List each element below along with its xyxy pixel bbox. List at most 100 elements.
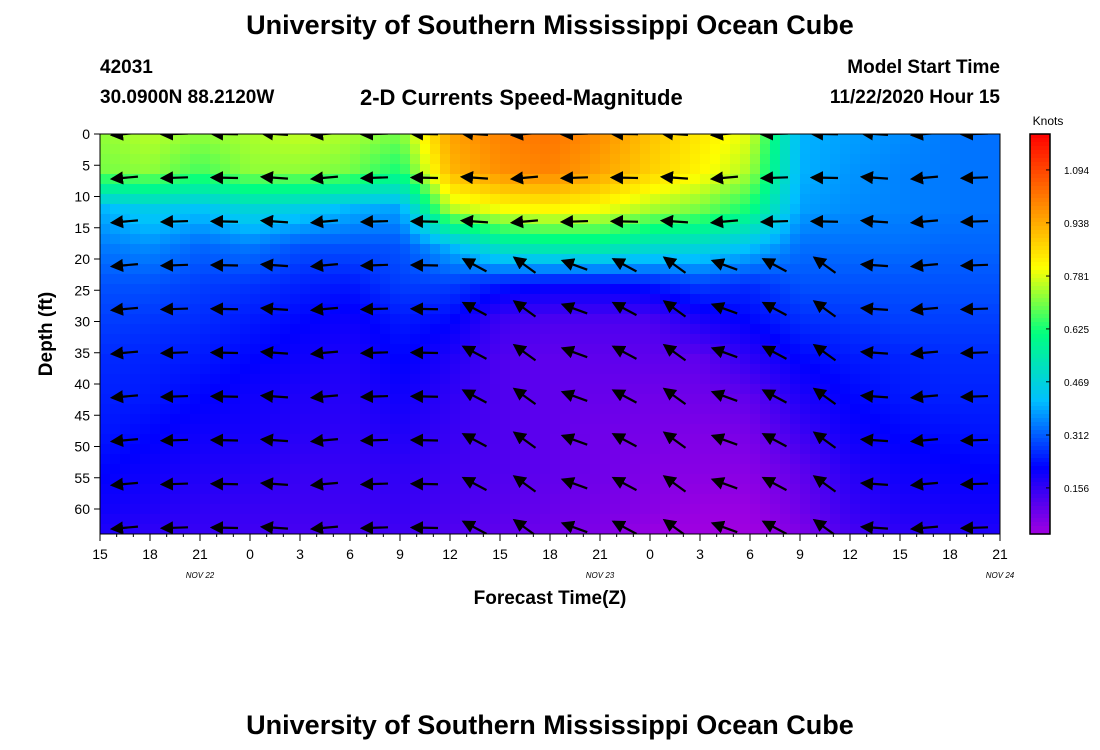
heatmap-cell [710, 364, 721, 375]
heatmap-cell [820, 144, 831, 155]
heatmap-cell [180, 184, 191, 195]
current-vector-arrow [309, 477, 339, 491]
current-vector-arrow [761, 389, 787, 404]
heatmap-cell [600, 304, 611, 315]
heatmap-cell [210, 524, 221, 534]
heatmap-cell [850, 194, 861, 205]
heatmap-cell [840, 284, 851, 295]
heatmap-cell [260, 244, 271, 255]
heatmap-cell [140, 204, 151, 215]
x-tick-label: 9 [796, 546, 804, 562]
heatmap-cell [690, 524, 701, 534]
heatmap-cell [790, 364, 801, 375]
heatmap-cell [940, 454, 951, 465]
heatmap-cell [560, 244, 571, 255]
heatmap-cell [740, 464, 751, 475]
heatmap-cell [730, 304, 741, 315]
colorbar-segment [1030, 322, 1050, 327]
heatmap-cell [880, 344, 891, 355]
heatmap-cell [610, 194, 621, 205]
heatmap-cell [600, 174, 611, 185]
heatmap-cell [990, 254, 1000, 265]
heatmap-cell [820, 374, 831, 385]
heatmap-cell [730, 324, 741, 335]
heatmap-cell [800, 444, 811, 455]
heatmap-cell [440, 244, 451, 255]
heatmap-cell [300, 354, 311, 365]
current-vector-arrow [859, 171, 889, 185]
heatmap-cell [360, 484, 371, 495]
heatmap-cell [810, 394, 821, 405]
heatmap-cell [550, 364, 561, 375]
heatmap-cell [620, 214, 631, 225]
heatmap-cell [950, 364, 961, 375]
heatmap-cell [850, 244, 861, 255]
heatmap-cell [300, 514, 311, 525]
heatmap-cell [360, 164, 371, 175]
heatmap-cell [920, 444, 931, 455]
heatmap-cell [520, 284, 531, 295]
heatmap-cell [300, 424, 311, 435]
heatmap-cell [930, 334, 941, 345]
heatmap-cell [590, 394, 601, 405]
heatmap-cell [750, 304, 761, 315]
heatmap-cell [740, 134, 751, 145]
heatmap-cell [440, 264, 451, 275]
heatmap-cell [150, 404, 161, 415]
heatmap-cell [190, 344, 201, 355]
heatmap-cell [100, 464, 111, 475]
heatmap-cell [980, 234, 991, 245]
heatmap-cell [470, 164, 481, 175]
heatmap-cell [230, 204, 241, 215]
heatmap-cell [250, 444, 261, 455]
heatmap-cell [130, 294, 141, 305]
heatmap-cell [730, 294, 741, 305]
heatmap-cell [390, 234, 401, 245]
heatmap-cell [400, 524, 411, 534]
heatmap-cell [880, 334, 891, 345]
heatmap-cell [380, 284, 391, 295]
heatmap-cell [200, 514, 211, 525]
heatmap-cell [940, 244, 951, 255]
heatmap-cell [690, 164, 701, 175]
heatmap-cell [990, 394, 1000, 405]
heatmap-cell [370, 184, 381, 195]
heatmap-cell [350, 434, 361, 445]
heatmap-cell [590, 524, 601, 534]
heatmap-cell [290, 184, 301, 195]
heatmap-cell [400, 284, 411, 295]
heatmap-cell [200, 464, 211, 475]
heatmap-cell [210, 214, 221, 225]
heatmap-cell [760, 194, 771, 205]
heatmap-cell [770, 334, 781, 345]
heatmap-cell [650, 414, 661, 425]
heatmap-cell [990, 424, 1000, 435]
heatmap-cell [190, 174, 201, 185]
heatmap-cell [840, 214, 851, 225]
heatmap-cell [610, 214, 621, 225]
heatmap-cell [670, 194, 681, 205]
heatmap-cell [970, 394, 981, 405]
heatmap-cell [900, 484, 911, 495]
heatmap-cell [190, 254, 201, 265]
heatmap-cell [830, 454, 841, 465]
heatmap-cell [670, 294, 681, 305]
heatmap-cell [490, 514, 501, 525]
y-tick-label: 45 [74, 407, 90, 423]
heatmap-cell [100, 404, 111, 415]
heatmap-cell [440, 194, 451, 205]
heatmap-cell [980, 174, 991, 185]
heatmap-cell [750, 244, 761, 255]
heatmap-cell [800, 224, 811, 235]
heatmap-cell [700, 334, 711, 345]
heatmap-cell [750, 144, 761, 155]
heatmap-cell [160, 324, 171, 335]
heatmap-cell [180, 294, 191, 305]
heatmap-cell [500, 504, 511, 515]
heatmap-cell [850, 524, 861, 534]
heatmap-cell [780, 134, 791, 145]
heatmap-cell [370, 504, 381, 515]
heatmap-cell [430, 484, 441, 495]
heatmap-cell [730, 484, 741, 495]
heatmap-cell [740, 174, 751, 185]
